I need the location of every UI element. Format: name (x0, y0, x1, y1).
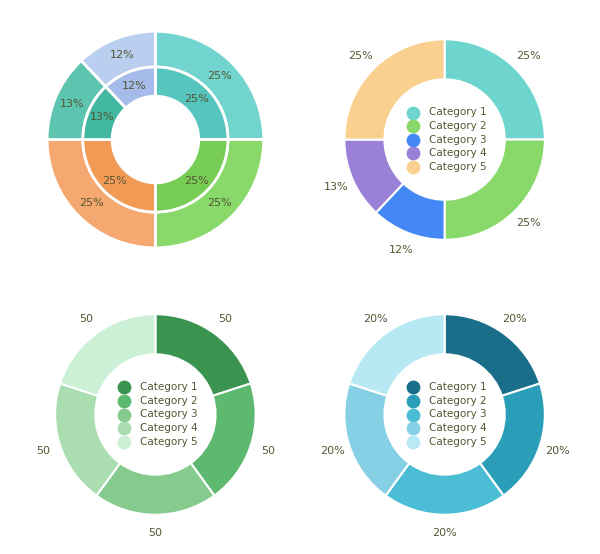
Wedge shape (155, 140, 264, 248)
Wedge shape (155, 140, 228, 212)
Text: 25%: 25% (207, 198, 232, 208)
Wedge shape (191, 383, 256, 496)
Wedge shape (445, 140, 545, 240)
Wedge shape (83, 140, 155, 212)
Text: 12%: 12% (110, 50, 134, 60)
Text: 25%: 25% (349, 51, 373, 61)
Text: 25%: 25% (79, 198, 104, 208)
Text: 20%: 20% (320, 446, 344, 456)
Wedge shape (386, 463, 503, 515)
Text: 50: 50 (261, 446, 275, 456)
Text: 50: 50 (148, 528, 163, 538)
Wedge shape (106, 67, 155, 108)
Text: 50: 50 (218, 314, 232, 324)
Text: 20%: 20% (502, 314, 527, 324)
Legend: Category 1, Category 2, Category 3, Category 4, Category 5: Category 1, Category 2, Category 3, Cate… (400, 104, 490, 175)
Text: 50: 50 (79, 314, 93, 324)
Wedge shape (60, 314, 155, 396)
Text: 20%: 20% (432, 528, 457, 538)
Wedge shape (480, 383, 545, 496)
Text: 25%: 25% (184, 176, 209, 186)
Text: 50: 50 (36, 446, 50, 456)
Wedge shape (445, 39, 545, 140)
Wedge shape (155, 314, 251, 396)
Text: 25%: 25% (516, 218, 541, 228)
Wedge shape (344, 39, 445, 140)
Wedge shape (349, 314, 445, 396)
Wedge shape (97, 463, 214, 515)
Text: 13%: 13% (323, 182, 349, 192)
Wedge shape (55, 383, 120, 496)
Wedge shape (47, 60, 106, 140)
Legend: Category 1, Category 2, Category 3, Category 4, Category 5: Category 1, Category 2, Category 3, Cate… (110, 379, 200, 450)
Text: 20%: 20% (545, 446, 569, 456)
Text: 13%: 13% (90, 111, 115, 121)
Wedge shape (83, 86, 126, 140)
Text: 25%: 25% (207, 70, 232, 80)
Legend: Category 1, Category 2, Category 3, Category 4, Category 5: Category 1, Category 2, Category 3, Cate… (400, 379, 490, 450)
Text: 12%: 12% (122, 81, 146, 91)
Text: 13%: 13% (60, 99, 85, 109)
Text: 25%: 25% (102, 176, 127, 186)
Wedge shape (344, 383, 409, 496)
Text: 12%: 12% (389, 244, 413, 254)
Wedge shape (376, 183, 445, 240)
Wedge shape (445, 314, 540, 396)
Wedge shape (47, 140, 155, 248)
Wedge shape (155, 67, 228, 140)
Wedge shape (81, 31, 155, 86)
Text: 25%: 25% (516, 51, 541, 61)
Wedge shape (344, 140, 403, 213)
Text: 20%: 20% (362, 314, 388, 324)
Wedge shape (155, 31, 264, 140)
Text: 25%: 25% (184, 94, 209, 104)
